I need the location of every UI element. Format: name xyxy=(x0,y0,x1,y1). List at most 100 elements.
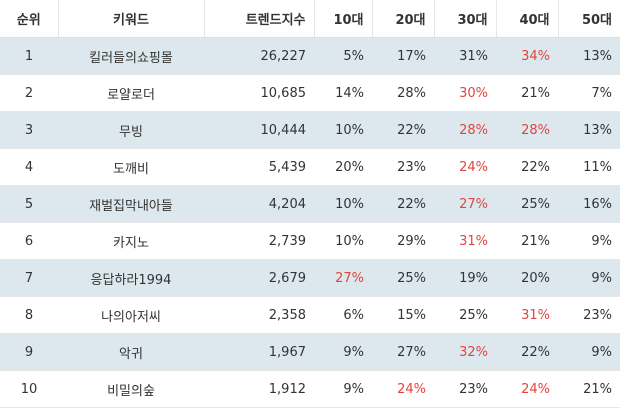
table-row[interactable]: 4 도깨비 5,439 20% 23% 24% 22% 11% xyxy=(0,148,620,186)
cell-rank: 7 xyxy=(0,259,58,297)
cell-age50: 16% xyxy=(558,185,620,223)
header-rank[interactable]: 순위 xyxy=(0,0,59,38)
cell-rank: 8 xyxy=(0,296,58,334)
cell-age20: 25% xyxy=(372,259,434,297)
cell-rank: 10 xyxy=(0,370,58,408)
cell-trend-index: 26,227 xyxy=(204,37,314,75)
cell-age30: 24% xyxy=(434,148,496,186)
cell-age20: 15% xyxy=(372,296,434,334)
cell-age40: 28% xyxy=(496,111,558,149)
cell-trend-index: 1,912 xyxy=(204,370,314,408)
cell-rank: 6 xyxy=(0,222,58,260)
cell-age20: 17% xyxy=(372,37,434,75)
cell-age50: 21% xyxy=(558,370,620,408)
cell-age40: 34% xyxy=(496,37,558,75)
cell-age30: 27% xyxy=(434,185,496,223)
cell-age30: 31% xyxy=(434,222,496,260)
header-age40[interactable]: 40대 xyxy=(496,0,559,38)
header-age10[interactable]: 10대 xyxy=(314,0,373,38)
table-row[interactable]: 2 로얄로더 10,685 14% 28% 30% 21% 7% xyxy=(0,74,620,112)
table-row[interactable]: 9 악귀 1,967 9% 27% 32% 22% 9% xyxy=(0,333,620,371)
table-row[interactable]: 7 응답하라1994 2,679 27% 25% 19% 20% 9% xyxy=(0,259,620,297)
cell-rank: 9 xyxy=(0,333,58,371)
cell-age10: 10% xyxy=(314,222,372,260)
cell-age10: 6% xyxy=(314,296,372,334)
cell-age40: 31% xyxy=(496,296,558,334)
header-keyword[interactable]: 키워드 xyxy=(58,0,205,38)
table-row[interactable]: 5 재벌집막내아들 4,204 10% 22% 27% 25% 16% xyxy=(0,185,620,223)
cell-age10: 10% xyxy=(314,185,372,223)
cell-age40: 21% xyxy=(496,222,558,260)
cell-age20: 23% xyxy=(372,148,434,186)
cell-age10: 9% xyxy=(314,370,372,408)
cell-age20: 22% xyxy=(372,185,434,223)
cell-age20: 28% xyxy=(372,74,434,112)
cell-age50: 11% xyxy=(558,148,620,186)
cell-keyword: 카지노 xyxy=(58,222,204,260)
cell-age50: 9% xyxy=(558,259,620,297)
cell-age20: 27% xyxy=(372,333,434,371)
cell-trend-index: 2,739 xyxy=(204,222,314,260)
cell-trend-index: 10,444 xyxy=(204,111,314,149)
header-row: 순위 키워드 트렌드지수 10대 20대 30대 40대 50대 xyxy=(0,0,620,38)
table-row[interactable]: 3 무빙 10,444 10% 22% 28% 28% 13% xyxy=(0,111,620,149)
table-row[interactable]: 10 비밀의숲 1,912 9% 24% 23% 24% 21% xyxy=(0,370,620,408)
cell-age10: 5% xyxy=(314,37,372,75)
header-trend-index[interactable]: 트렌드지수 xyxy=(204,0,315,38)
cell-keyword: 재벌집막내아들 xyxy=(58,185,204,223)
cell-age40: 24% xyxy=(496,370,558,408)
cell-age40: 22% xyxy=(496,333,558,371)
cell-age30: 28% xyxy=(434,111,496,149)
cell-trend-index: 2,679 xyxy=(204,259,314,297)
cell-keyword: 악귀 xyxy=(58,333,204,371)
cell-age50: 9% xyxy=(558,222,620,260)
header-age20[interactable]: 20대 xyxy=(372,0,435,38)
cell-age20: 24% xyxy=(372,370,434,408)
table-row[interactable]: 8 나의아저씨 2,358 6% 15% 25% 31% 23% xyxy=(0,296,620,334)
cell-age30: 31% xyxy=(434,37,496,75)
cell-age10: 14% xyxy=(314,74,372,112)
cell-keyword: 킬러들의쇼핑몰 xyxy=(58,37,204,75)
cell-trend-index: 1,967 xyxy=(204,333,314,371)
cell-age10: 27% xyxy=(314,259,372,297)
cell-age20: 22% xyxy=(372,111,434,149)
cell-keyword: 비밀의숲 xyxy=(58,370,204,408)
cell-age10: 10% xyxy=(314,111,372,149)
table-body: 1 킬러들의쇼핑몰 26,227 5% 17% 31% 34% 13% 2 로얄로더 10,685 1… xyxy=(0,37,620,408)
cell-rank: 1 xyxy=(0,37,58,75)
cell-keyword: 응답하라1994 xyxy=(58,259,204,297)
cell-age40: 22% xyxy=(496,148,558,186)
cell-trend-index: 10,685 xyxy=(204,74,314,112)
cell-age10: 20% xyxy=(314,148,372,186)
cell-rank: 5 xyxy=(0,185,58,223)
cell-age50: 9% xyxy=(558,333,620,371)
cell-trend-index: 5,439 xyxy=(204,148,314,186)
cell-trend-index: 2,358 xyxy=(204,296,314,334)
cell-age50: 23% xyxy=(558,296,620,334)
cell-rank: 2 xyxy=(0,74,58,112)
cell-age40: 25% xyxy=(496,185,558,223)
cell-age30: 32% xyxy=(434,333,496,371)
cell-age20: 29% xyxy=(372,222,434,260)
table-header: 순위 키워드 트렌드지수 10대 20대 30대 40대 50대 xyxy=(0,0,620,38)
cell-age30: 19% xyxy=(434,259,496,297)
cell-age50: 7% xyxy=(558,74,620,112)
header-age50[interactable]: 50대 xyxy=(558,0,620,38)
cell-age30: 25% xyxy=(434,296,496,334)
cell-age50: 13% xyxy=(558,111,620,149)
header-age30[interactable]: 30대 xyxy=(434,0,497,38)
cell-keyword: 로얄로더 xyxy=(58,74,204,112)
cell-age40: 21% xyxy=(496,74,558,112)
table-row[interactable]: 6 카지노 2,739 10% 29% 31% 21% 9% xyxy=(0,222,620,260)
cell-trend-index: 4,204 xyxy=(204,185,314,223)
cell-keyword: 나의아저씨 xyxy=(58,296,204,334)
cell-age40: 20% xyxy=(496,259,558,297)
cell-rank: 4 xyxy=(0,148,58,186)
cell-keyword: 도깨비 xyxy=(58,148,204,186)
cell-rank: 3 xyxy=(0,111,58,149)
cell-age50: 13% xyxy=(558,37,620,75)
cell-age30: 30% xyxy=(434,74,496,112)
table-row[interactable]: 1 킬러들의쇼핑몰 26,227 5% 17% 31% 34% 13% xyxy=(0,37,620,75)
cell-age10: 9% xyxy=(314,333,372,371)
